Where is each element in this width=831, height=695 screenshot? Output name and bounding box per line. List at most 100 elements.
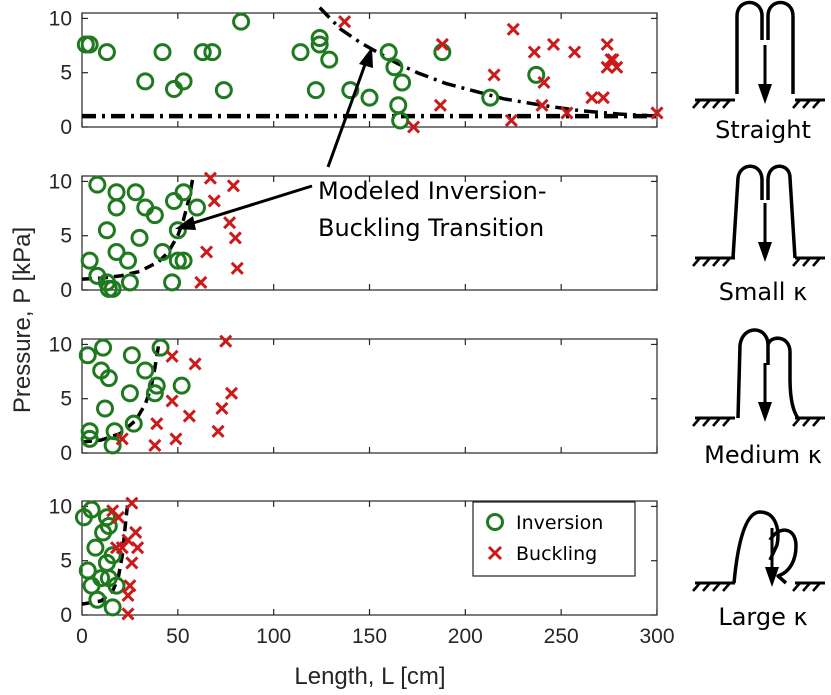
ground-hatch (792, 99, 801, 109)
annotation-arrow-left (189, 184, 313, 226)
legend-inversion-label: Inversion (516, 512, 603, 534)
inversion-point (107, 183, 126, 202)
ground-hatch (802, 257, 811, 267)
inversion-point (481, 88, 500, 107)
inversion-point (107, 198, 126, 217)
schematic-label-straight: Straight (715, 116, 811, 144)
inversion-point (74, 508, 93, 527)
schematic-straight: Straight (692, 0, 825, 144)
inversion-point (393, 73, 412, 92)
inversion-point (214, 81, 233, 100)
buckling-point (131, 541, 145, 555)
annotation-arrow-up (326, 58, 369, 168)
body-outline-right (766, 336, 800, 420)
buckling-point (121, 607, 135, 621)
ground-hatch (692, 99, 701, 109)
ground-hatch (712, 417, 721, 427)
inversion-point (96, 399, 114, 418)
inversion-point (389, 96, 408, 115)
ground-hatch (802, 99, 811, 109)
inversion-point (153, 43, 172, 62)
inversion-point (174, 72, 193, 91)
body-outline-left (731, 164, 764, 259)
buckling-point (169, 432, 183, 446)
x-tick-label: 250 (544, 625, 579, 648)
inversion-point (145, 206, 164, 225)
buckling-point (200, 245, 214, 259)
schematic-label-medium-kappa: Medium κ (704, 441, 822, 469)
y-tick-label: 10 (49, 495, 72, 518)
body-outline-right (768, 528, 798, 585)
legend-buckling-label: Buckling (516, 543, 597, 565)
transition-annotation: Modeled Inversion- Buckling Transition (175, 47, 547, 242)
inversion-point (103, 279, 122, 298)
inversion-point (126, 183, 145, 202)
x-tick-label: 200 (448, 625, 483, 648)
body-outline-left (735, 0, 764, 94)
buckling-point (223, 216, 237, 230)
legend-inversion-marker (486, 513, 504, 531)
ground-hatch (802, 582, 811, 592)
buckling-point (203, 171, 217, 185)
inversion-point (88, 590, 107, 609)
model-curve-large-kappa (81, 500, 130, 606)
inversion-point (193, 43, 212, 62)
buckling-point (433, 98, 447, 112)
buckling-point (226, 179, 240, 193)
inversion-point (320, 50, 339, 69)
buckling-point (211, 424, 225, 438)
buckling-point (115, 432, 129, 446)
y-tick-label: 10 (49, 170, 72, 193)
buckling-point (125, 496, 139, 510)
buckling-point (165, 394, 179, 408)
buckling-point (407, 120, 421, 134)
schematic-large-kappa: Large κ (692, 510, 825, 631)
inversion-point (86, 538, 105, 557)
inversion-point (136, 72, 155, 91)
ground-hatch (712, 99, 721, 109)
schematic-column: Straight Small κ Medium κ Large κ (692, 0, 825, 631)
annotation-line-1: Modeled Inversion- (318, 177, 547, 205)
model-curve-small-kappa (81, 175, 195, 281)
inversion-point (151, 338, 170, 357)
buckling-point (596, 91, 610, 105)
inversion-point (203, 43, 222, 62)
inversion-point (145, 384, 164, 403)
x-tick-label: 300 (639, 625, 674, 648)
ground-hatch (812, 417, 821, 427)
x-tick-label: 0 (76, 625, 88, 648)
buckling-point (207, 194, 221, 208)
down-arrow-head (765, 567, 779, 587)
y-tick-label: 5 (60, 550, 72, 573)
inversion-point (232, 12, 251, 31)
buckling-point (650, 106, 664, 120)
panel-straight: 0 5 10 (49, 6, 664, 139)
x-tick-label: 100 (256, 625, 291, 648)
buckling-point (338, 15, 352, 29)
down-arrow-head (758, 84, 772, 104)
buckling-point (111, 510, 125, 524)
inversion-point (97, 43, 116, 62)
inversion-point (306, 81, 325, 100)
inversion-point (94, 338, 113, 357)
ground-hatch (702, 582, 711, 592)
buckling-point (115, 541, 129, 555)
inversion-point (168, 251, 187, 270)
inversion-point (120, 273, 139, 292)
buckling-point (568, 45, 582, 59)
y-tick-label: 0 (60, 442, 72, 465)
buckling-point (546, 37, 561, 52)
inversion-point (80, 422, 99, 441)
inversion-point (433, 43, 452, 62)
buckling-point (125, 556, 139, 570)
buckling-point (535, 98, 549, 112)
inversion-point (188, 198, 206, 217)
buckling-point (121, 588, 135, 603)
panel-medium-kappa: 0 5 10 (49, 333, 658, 465)
ground-hatch (812, 582, 821, 592)
ground-hatch (792, 582, 801, 592)
down-arrow-head (758, 402, 772, 422)
inversion-point (97, 221, 116, 240)
